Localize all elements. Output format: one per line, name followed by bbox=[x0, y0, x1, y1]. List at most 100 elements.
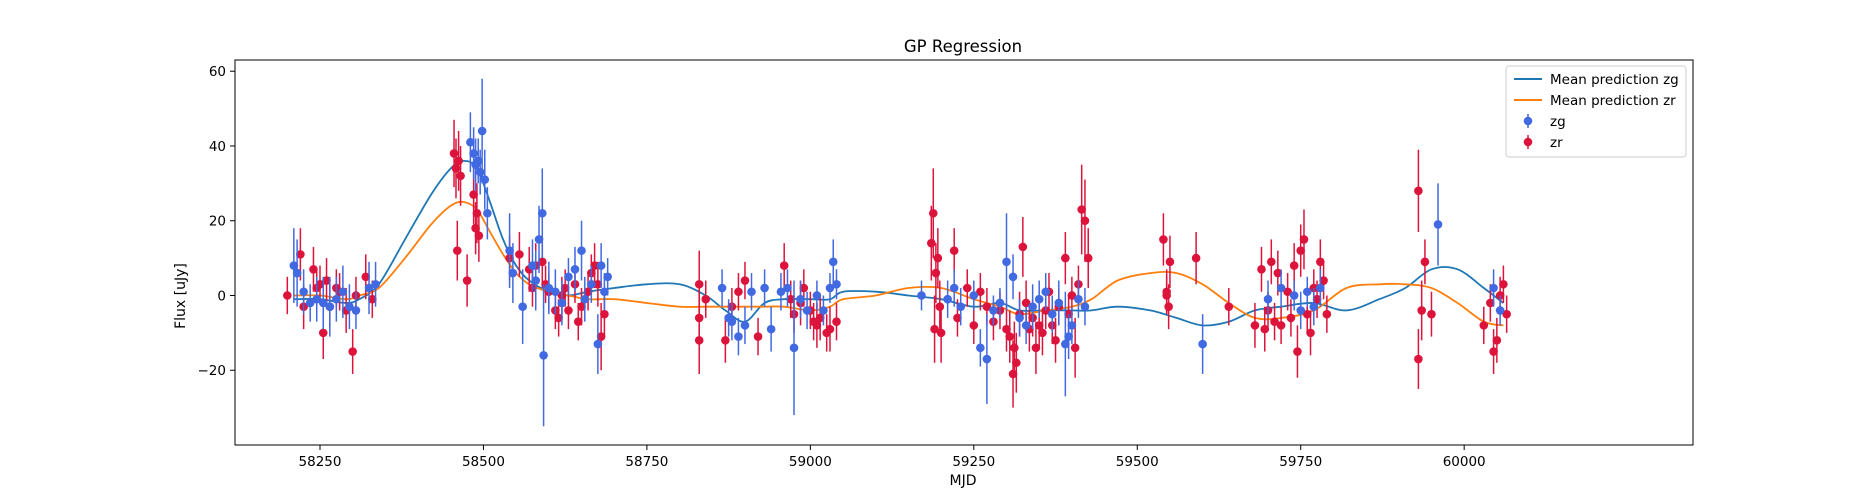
data-point-zg bbox=[371, 279, 380, 289]
data-point-zr bbox=[1502, 309, 1511, 319]
data-point-zg bbox=[995, 298, 1005, 308]
data-point-zr bbox=[1489, 347, 1498, 356]
points-zg bbox=[289, 78, 1505, 427]
data-point-zg bbox=[593, 339, 603, 349]
data-point-zr bbox=[590, 261, 599, 270]
legend-marker-swatch bbox=[1523, 137, 1533, 147]
data-point-zg bbox=[551, 287, 560, 297]
data-point-zg bbox=[828, 257, 838, 267]
data-point-zg bbox=[747, 287, 756, 297]
data-point-zr bbox=[1276, 321, 1286, 330]
data-point-zg bbox=[740, 321, 750, 330]
data-point-zg bbox=[1433, 220, 1443, 229]
data-point-zg bbox=[717, 283, 727, 293]
data-point-zr bbox=[1164, 302, 1173, 311]
data-point-zg bbox=[1054, 298, 1064, 308]
data-point-zg bbox=[1021, 321, 1031, 330]
data-point-zg bbox=[325, 302, 335, 311]
legend-marker-swatch bbox=[1523, 116, 1533, 126]
data-point-zr bbox=[812, 321, 822, 330]
data-point-zr bbox=[469, 190, 478, 199]
data-point-zr bbox=[1420, 257, 1430, 267]
data-point-zr bbox=[1283, 287, 1292, 297]
data-point-zr bbox=[564, 306, 573, 315]
data-point-zr bbox=[1061, 253, 1070, 263]
data-point-zr bbox=[474, 231, 484, 240]
y-axis-label: Flux [uJy] bbox=[173, 263, 189, 329]
legend-label: zg bbox=[1550, 114, 1566, 130]
data-point-zg bbox=[577, 246, 586, 255]
data-point-zg bbox=[332, 294, 341, 304]
data-point-zr bbox=[1322, 309, 1332, 319]
data-point-zr bbox=[799, 283, 809, 293]
x-tick-label: 59750 bbox=[1279, 454, 1322, 470]
y-axis: −20 0 20 40 60 bbox=[198, 64, 235, 379]
data-point-zr bbox=[1257, 265, 1266, 274]
data-point-zr bbox=[471, 223, 480, 233]
data-point-zg bbox=[1041, 287, 1051, 297]
data-point-zr bbox=[701, 294, 711, 304]
data-point-zg bbox=[976, 343, 985, 353]
legend-label: Mean prediction zg bbox=[1550, 72, 1679, 88]
data-point-zr bbox=[933, 253, 943, 263]
data-point-zr bbox=[560, 283, 570, 293]
data-point-zg bbox=[289, 261, 299, 270]
data-point-zg bbox=[528, 261, 537, 270]
data-point-zg bbox=[1263, 294, 1273, 304]
data-point-zr bbox=[596, 332, 606, 341]
data-point-zr bbox=[1159, 235, 1168, 244]
data-point-zg bbox=[1296, 306, 1306, 315]
legend-item-4: zr bbox=[1523, 135, 1563, 151]
data-point-zr bbox=[600, 309, 609, 319]
data-point-zr bbox=[322, 276, 331, 285]
y-tick-label: 60 bbox=[209, 64, 226, 80]
data-point-zg bbox=[825, 283, 835, 293]
data-point-zr bbox=[348, 347, 357, 356]
data-point-zg bbox=[1302, 287, 1312, 297]
data-point-zg bbox=[1002, 257, 1011, 267]
legend-frame bbox=[1505, 65, 1687, 158]
data-point-zg bbox=[596, 261, 606, 270]
data-point-zr bbox=[927, 238, 936, 248]
data-point-zg bbox=[505, 246, 514, 255]
plot-frame bbox=[234, 59, 1694, 446]
data-point-zr bbox=[318, 328, 328, 338]
data-point-zr bbox=[1296, 246, 1306, 255]
data-point-zg bbox=[539, 350, 548, 360]
data-point-zg bbox=[832, 279, 841, 289]
data-point-zr bbox=[1067, 291, 1077, 300]
x-tick-label: 60000 bbox=[1443, 454, 1486, 470]
legend-item-3: zg bbox=[1523, 114, 1566, 130]
data-point-zg bbox=[531, 276, 541, 285]
data-point-zr bbox=[1165, 257, 1175, 267]
data-point-zg bbox=[477, 126, 487, 136]
y-tick-label: 0 bbox=[217, 288, 226, 304]
legend-item-1: Mean prediction zg bbox=[1514, 72, 1679, 88]
data-point-zr bbox=[1080, 216, 1090, 226]
data-point-zg bbox=[796, 294, 805, 304]
data-point-zr bbox=[740, 276, 750, 285]
data-point-zg bbox=[776, 287, 786, 297]
data-point-zr bbox=[1492, 336, 1502, 345]
data-point-zr bbox=[936, 328, 946, 338]
data-point-zr bbox=[1018, 242, 1028, 252]
data-point-zr bbox=[969, 321, 979, 330]
data-point-zr bbox=[928, 208, 938, 218]
y-tick-label: −20 bbox=[198, 363, 227, 379]
data-point-zr bbox=[515, 250, 524, 259]
data-point-zr bbox=[583, 287, 593, 297]
data-point-zr bbox=[1010, 343, 1019, 353]
data-point-zg bbox=[1309, 302, 1319, 311]
data-point-zr bbox=[462, 276, 472, 285]
y-tick-label: 40 bbox=[209, 139, 226, 155]
data-point-zg bbox=[1080, 302, 1090, 311]
data-point-zg bbox=[789, 343, 799, 353]
data-point-zg bbox=[345, 302, 354, 311]
data-point-zr bbox=[976, 287, 985, 297]
data-point-zr bbox=[593, 279, 603, 289]
data-point-zr bbox=[452, 246, 462, 255]
data-point-zg bbox=[1061, 339, 1070, 349]
data-point-zg bbox=[292, 268, 302, 278]
data-point-zr bbox=[472, 208, 482, 218]
data-point-zg bbox=[603, 272, 612, 282]
